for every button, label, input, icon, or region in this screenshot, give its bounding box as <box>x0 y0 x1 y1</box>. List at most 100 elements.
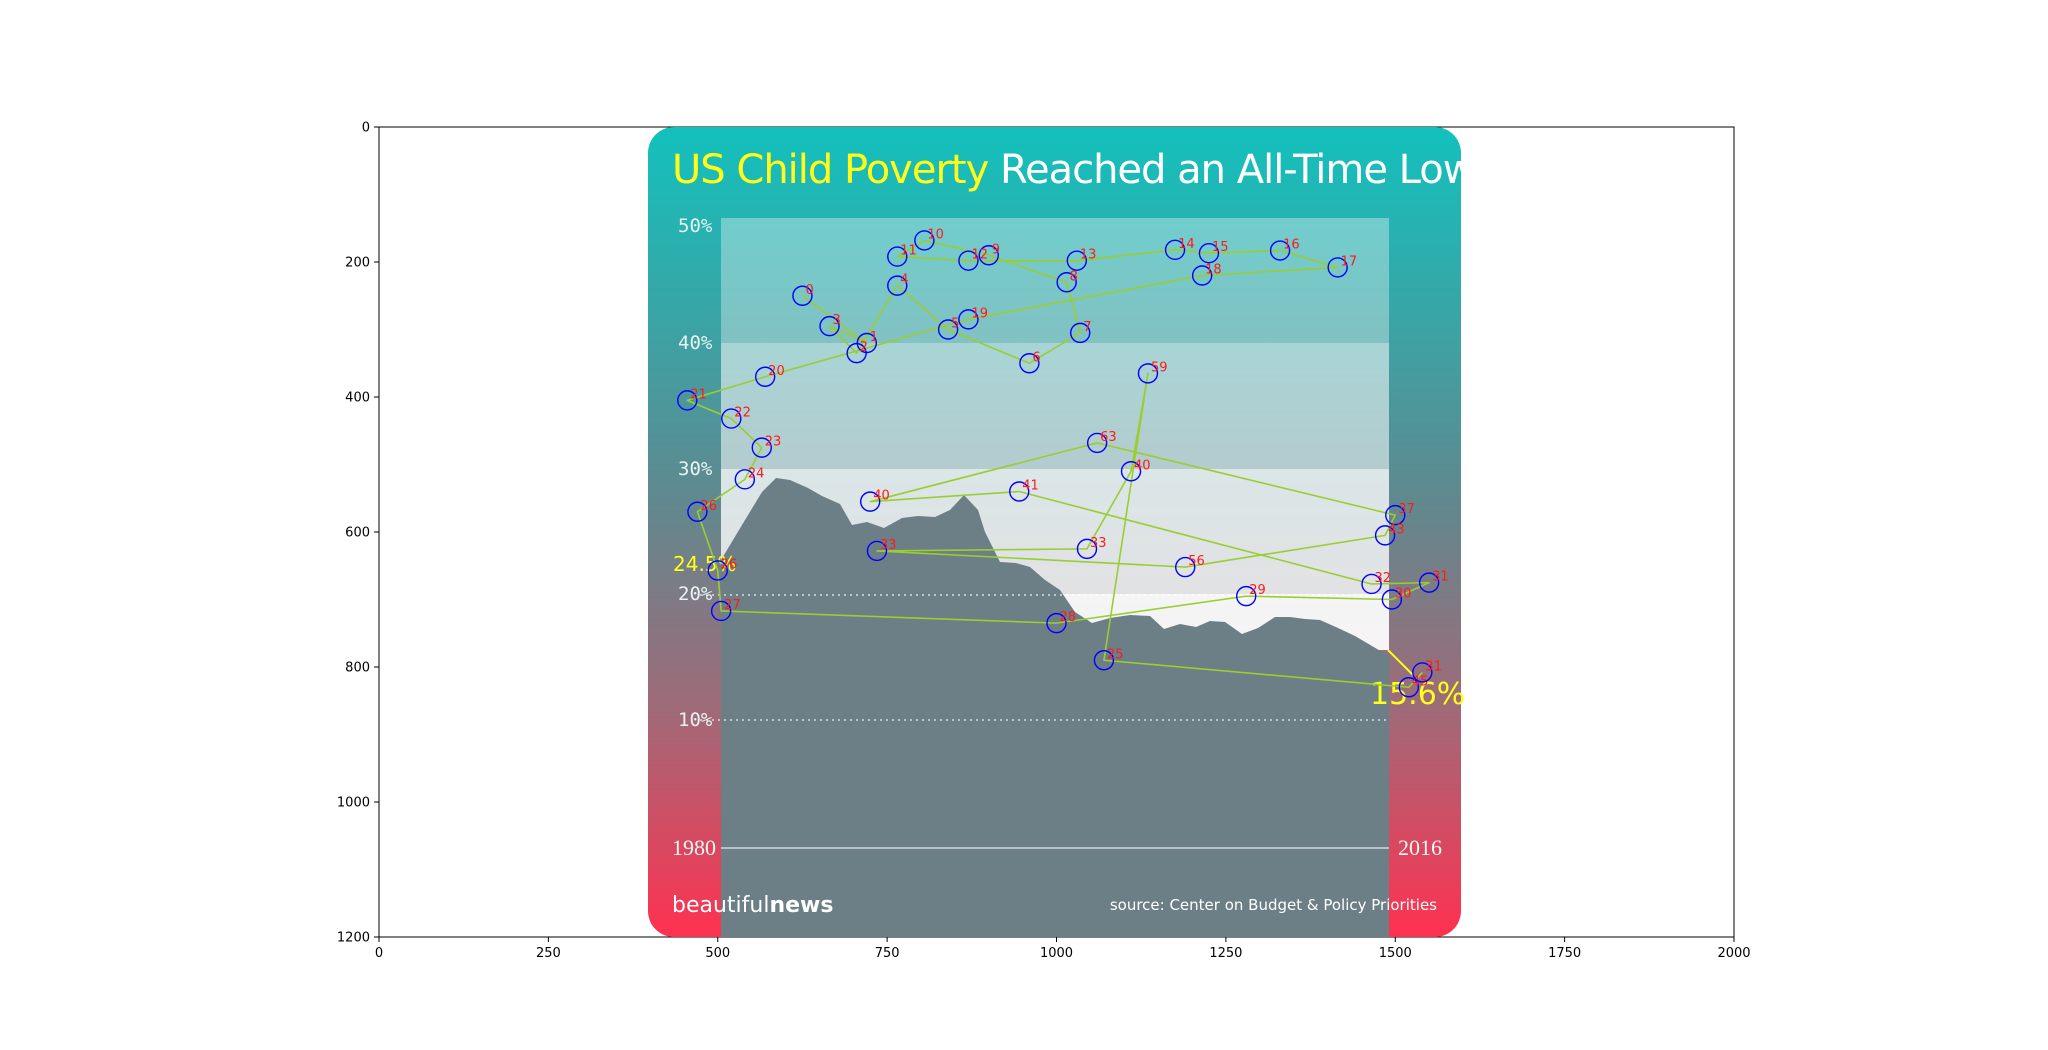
x-tick-label: 1000 <box>1040 946 1073 961</box>
data-point-label: 0 <box>805 283 813 298</box>
x-tick-label: 500 <box>705 946 730 961</box>
pct-label-20: 20% <box>678 583 713 605</box>
data-point-marker <box>914 230 935 251</box>
data-point-marker <box>1374 525 1396 546</box>
data-point-marker <box>1361 573 1382 595</box>
data-point-label: 14 <box>1178 237 1195 252</box>
brand-logo: beautifulnews <box>672 893 833 918</box>
data-point-marker <box>1120 461 1142 482</box>
data-point-marker <box>846 342 867 364</box>
data-point-label: 33 <box>880 538 897 553</box>
data-point-marker <box>1198 243 1220 264</box>
y-tick-label: 800 <box>345 661 370 676</box>
data-point-label: 40 <box>1134 458 1151 473</box>
x-axis: 0 250 500 750 1000 1250 1500 1750 2000 <box>375 937 1751 961</box>
data-point-label: 28 <box>1060 610 1077 625</box>
data-point-marker <box>1235 585 1257 607</box>
source-note: source: Center on Budget & Policy Priori… <box>1110 896 1437 914</box>
data-point-label: 3 <box>833 313 841 328</box>
data-point-label: 8 <box>1070 269 1078 284</box>
data-point-label: 24 <box>748 466 765 481</box>
data-point-label: 16 <box>1283 238 1300 253</box>
data-point-label: 2 <box>860 340 868 355</box>
data-point-marker <box>978 245 999 266</box>
data-point-label: 7 <box>1083 320 1091 335</box>
x-tick-label: 1750 <box>1548 946 1581 961</box>
y-tick-label: 600 <box>345 526 370 541</box>
data-point-marker <box>707 560 728 581</box>
start-year: 1980 <box>672 835 716 860</box>
end-year: 2016 <box>1398 835 1442 860</box>
y-tick-label: 1000 <box>337 796 370 811</box>
data-point-label: 31 <box>1425 659 1442 674</box>
y-tick-label: 400 <box>345 391 370 406</box>
pct-label-40: 40% <box>678 332 713 354</box>
callout-start-value: 24.5% <box>673 552 737 576</box>
data-point-marker <box>792 285 813 306</box>
data-point-marker <box>819 315 840 337</box>
data-point-marker <box>1019 353 1040 374</box>
data-point-label: 40 <box>873 489 890 504</box>
data-point-label: 26 <box>700 499 717 514</box>
data-point-marker <box>1418 572 1440 593</box>
data-point-marker <box>1381 589 1403 610</box>
poverty-area <box>721 478 1389 937</box>
x-tick-label: 250 <box>536 946 561 961</box>
pct-label-30: 30% <box>678 458 713 480</box>
x-tick-label: 1500 <box>1379 946 1412 961</box>
x-tick-label: 0 <box>375 946 383 961</box>
x-tick-label: 1250 <box>1209 946 1242 961</box>
data-point-label: 11 <box>900 244 917 259</box>
x-tick-label: 2000 <box>1717 946 1750 961</box>
brand-bold: news <box>769 893 833 918</box>
series-path <box>686 239 1430 689</box>
data-point-label: 30 <box>1395 587 1412 602</box>
data-point-label: 22 <box>734 406 751 421</box>
band-40-50 <box>721 218 1389 343</box>
brand-light: beautiful <box>672 893 769 918</box>
data-point-label: 12 <box>971 248 988 263</box>
data-point-label: 9 <box>992 242 1000 257</box>
data-point-marker <box>887 246 908 267</box>
data-point-label: 37 <box>1398 502 1415 517</box>
data-point-label: 10 <box>927 227 944 242</box>
data-point-marker <box>687 501 708 522</box>
y-tick-label: 200 <box>345 256 370 271</box>
data-point-label: 29 <box>1249 583 1266 598</box>
card-title-highlight: US Child Poverty <box>672 147 989 193</box>
data-point-label: 20 <box>768 364 785 379</box>
data-point-label: 63 <box>1100 430 1117 445</box>
data-point-label: 17 <box>1341 254 1358 269</box>
data-point-label: 1 <box>870 330 878 345</box>
data-point-label: 21 <box>690 387 707 402</box>
pct-label-10: 10% <box>678 709 713 731</box>
data-point-marker <box>751 437 772 458</box>
data-point-label: 15 <box>1212 240 1229 255</box>
data-point-marker <box>754 366 776 387</box>
data-point-label: 59 <box>1151 360 1168 375</box>
data-point-marker <box>1066 250 1088 271</box>
y-axis: 0 200 400 600 800 1000 1200 <box>337 121 379 946</box>
data-point-label: 33 <box>1090 536 1107 551</box>
data-point-label: 4 <box>900 273 908 288</box>
data-point-marker <box>859 491 881 512</box>
data-point-marker <box>887 275 908 296</box>
band-30-40 <box>721 343 1389 469</box>
data-point-marker <box>1175 556 1196 578</box>
data-point-marker <box>710 600 732 622</box>
data-point-marker <box>1269 240 1291 261</box>
data-point-marker <box>1327 257 1348 278</box>
data-point-label: 6 <box>1032 350 1040 365</box>
data-point-label: 43 <box>1388 522 1405 537</box>
data-point-label: 31 <box>1432 570 1449 585</box>
data-point-marker <box>721 408 742 429</box>
card-title: US Child Poverty Reached an All-Time Low <box>672 147 1475 193</box>
data-point-marker <box>866 540 888 562</box>
data-point-label: 25 <box>1107 647 1124 662</box>
data-point-marker <box>1164 239 1186 261</box>
data-point-marker <box>1191 265 1213 286</box>
callout-end-leader <box>1387 649 1414 676</box>
data-point-label: 27 <box>724 598 741 613</box>
infographic-card: US Child Poverty Reached an All-Time Low… <box>648 127 1476 937</box>
